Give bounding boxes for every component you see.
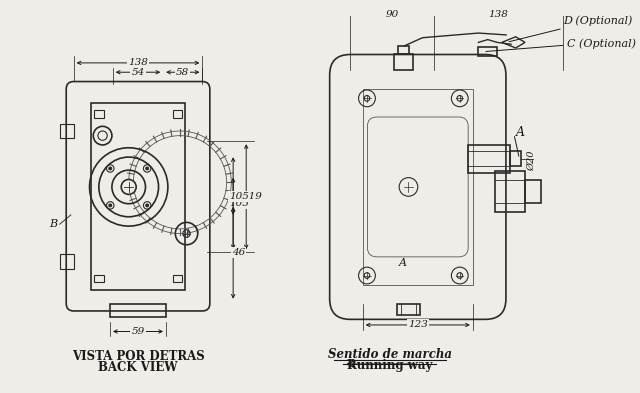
Circle shape	[146, 204, 148, 207]
Bar	[510, 151, 522, 166]
Bar	[92, 103, 185, 290]
Bar	[363, 89, 473, 285]
Bar	[479, 47, 497, 56]
Text: 59: 59	[131, 327, 145, 336]
Text: 90: 90	[385, 10, 399, 19]
Circle shape	[121, 180, 136, 195]
Text: 54: 54	[131, 68, 145, 77]
Circle shape	[109, 204, 111, 207]
Text: Running way: Running way	[347, 360, 433, 373]
Bar	[60, 254, 74, 269]
Bar	[173, 275, 182, 282]
Text: D (Optional): D (Optional)	[563, 15, 632, 26]
Text: A: A	[399, 258, 407, 268]
Text: 119: 119	[242, 192, 262, 201]
Bar	[60, 123, 74, 138]
Circle shape	[109, 167, 111, 170]
Text: 138: 138	[128, 59, 148, 67]
Text: Sentido de marcha: Sentido de marcha	[328, 348, 452, 361]
Bar	[525, 180, 541, 203]
Bar	[394, 53, 413, 70]
FancyBboxPatch shape	[330, 55, 506, 320]
Text: 58: 58	[176, 68, 189, 77]
Text: VISTA POR DETRAS: VISTA POR DETRAS	[72, 350, 204, 363]
Text: C (Optional): C (Optional)	[568, 39, 636, 49]
Text: B: B	[49, 219, 57, 229]
Bar	[173, 110, 182, 118]
Text: 138: 138	[488, 10, 508, 19]
Bar	[94, 275, 104, 282]
Bar	[94, 110, 104, 118]
FancyBboxPatch shape	[66, 82, 210, 311]
Text: A: A	[516, 126, 525, 139]
Text: Ø20: Ø20	[527, 151, 536, 171]
Text: 46: 46	[232, 248, 245, 257]
Text: 123: 123	[408, 320, 428, 329]
Bar	[397, 303, 420, 315]
Circle shape	[146, 167, 148, 170]
Text: 105: 105	[229, 199, 249, 208]
Text: BACK VIEW: BACK VIEW	[98, 361, 178, 375]
Bar	[495, 171, 525, 212]
Bar	[110, 303, 166, 318]
Bar	[468, 145, 510, 173]
Bar	[398, 46, 410, 53]
Text: 105: 105	[229, 192, 249, 201]
